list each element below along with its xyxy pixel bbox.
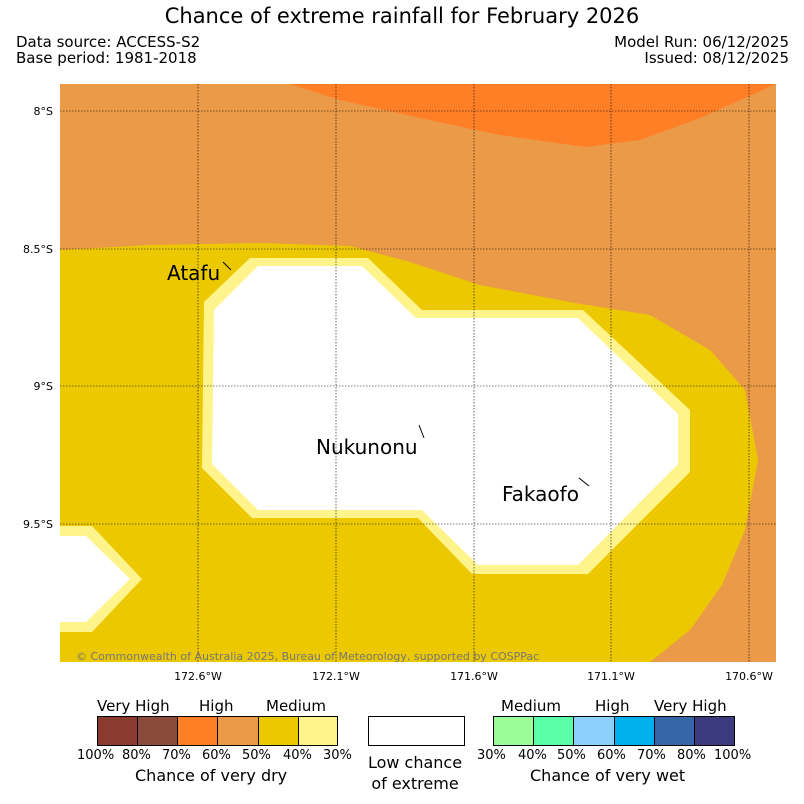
dry-pct: 40% [283,748,312,763]
low-chance-swatch [368,716,465,746]
low-chance-label: Low chance of extreme [345,752,485,794]
lat-label: 9°S [34,380,53,393]
copyright-text: © Commonwealth of Australia 2025, Bureau… [76,650,539,663]
map-area: Atafu Nukunonu Fakaofo © Commonwealth of… [60,84,776,663]
wet-pct: 100% [714,748,752,763]
wet-caption-high: High [595,697,630,715]
latitude-labels: 8°S 8.5°S 9°S 9.5°S [23,105,53,531]
lon-label: 172.1°W [312,670,360,683]
nukunonu-marker [418,424,425,439]
wet-pct: 30% [477,748,506,763]
dry-caption-high: High [199,697,234,715]
dry-swatch [178,717,218,745]
wet-swatch [695,717,734,745]
dry-pct: 50% [242,748,271,763]
low-chance-line1: Low chance [367,753,463,772]
very-high-dry-region [290,84,776,147]
meta-right: Model Run: 06/12/2025 Issued: 08/12/2025 [614,34,789,66]
dry-caption-medium: Medium [266,697,326,715]
place-label-nukunonu: Nukunonu [316,435,418,459]
low-chance-line2: of extreme [371,774,459,793]
dry-swatch [299,717,337,745]
model-run-text: Model Run: 06/12/2025 [614,33,789,51]
wet-pct: 50% [557,748,586,763]
dry-caption-very-high: Very High [97,697,170,715]
place-markers [222,261,590,487]
atafu-marker [222,261,232,271]
wet-caption-medium: Medium [501,697,561,715]
low-chance-region-main [212,266,678,565]
fakaofo-marker [578,477,590,487]
dry-swatch [98,717,138,745]
meta-left: Data source: ACCESS-S2 Base period: 1981… [16,34,200,66]
dry-swatch [138,717,178,745]
wet-pct: 40% [518,748,547,763]
place-label-fakaofo: Fakaofo [502,482,579,506]
dry-legend-title: Chance of very dry [135,766,288,785]
lon-label: 170.6°W [725,670,773,683]
wet-color-bar [493,716,735,746]
lon-label: 172.6°W [174,670,222,683]
dry-pct: 30% [323,748,352,763]
issued-text: Issued: 08/12/2025 [644,49,789,67]
dry-swatch [218,717,259,745]
place-label-atafu: Atafu [167,261,220,285]
wet-caption-very-high: Very High [654,697,727,715]
lon-label: 171.6°W [450,670,498,683]
dry-swatch [259,717,299,745]
dry-pct: 100% [77,748,115,763]
wet-pct: 60% [597,748,626,763]
wet-legend-title: Chance of very wet [530,766,686,785]
wet-swatch [534,717,574,745]
lat-label: 9.5°S [23,518,53,531]
grid-lines [60,84,776,662]
wet-swatch [615,717,655,745]
dry-pct: 80% [122,748,151,763]
page-title: Chance of extreme rainfall for February … [164,4,640,28]
wet-swatch [655,717,695,745]
lat-label: 8°S [34,105,53,118]
lat-label: 8.5°S [23,243,53,256]
wet-swatch [574,717,615,745]
longitude-labels: 172.6°W 172.1°W 171.6°W 171.1°W 170.6°W [174,670,773,683]
dry-pct: 70% [162,748,191,763]
wet-pct: 70% [637,748,666,763]
wet-swatch [494,717,534,745]
low-chance-region-south [60,536,130,622]
base-period-text: Base period: 1981-2018 [16,49,197,67]
data-source-text: Data source: ACCESS-S2 [16,33,201,51]
dry-pct: 60% [202,748,231,763]
wet-pct: 80% [677,748,706,763]
lon-label: 171.1°W [587,670,635,683]
dry-color-bar [97,716,338,746]
